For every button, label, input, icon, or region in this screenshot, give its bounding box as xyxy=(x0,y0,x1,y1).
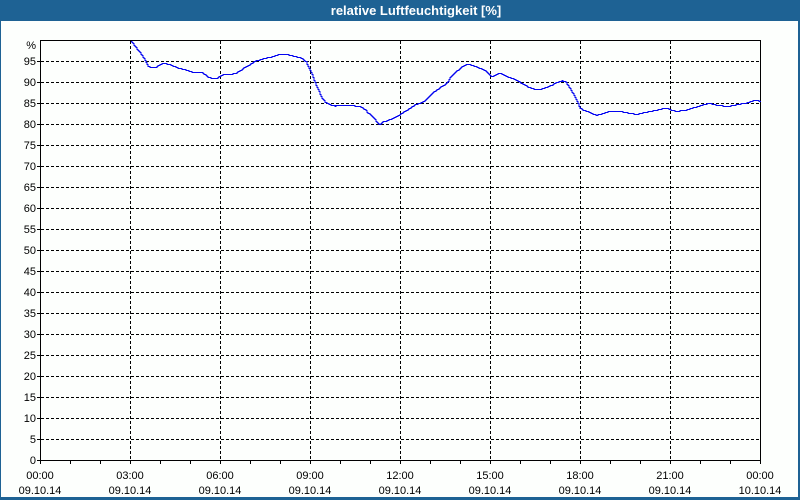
svg-text:21:00: 21:00 xyxy=(656,470,684,482)
svg-text:10: 10 xyxy=(24,413,36,425)
svg-text:09.10.14: 09.10.14 xyxy=(559,485,602,497)
svg-text:75: 75 xyxy=(24,140,36,152)
svg-text:10.10.14: 10.10.14 xyxy=(739,485,782,497)
svg-text:relative Luftfeuchtigkeit [%]: relative Luftfeuchtigkeit [%] xyxy=(331,3,501,18)
svg-text:00:00: 00:00 xyxy=(26,470,54,482)
svg-text:09.10.14: 09.10.14 xyxy=(199,485,242,497)
svg-text:25: 25 xyxy=(24,350,36,362)
svg-text:18:00: 18:00 xyxy=(566,470,594,482)
svg-text:40: 40 xyxy=(24,287,36,299)
svg-text:20: 20 xyxy=(24,371,36,383)
svg-text:12:00: 12:00 xyxy=(386,470,414,482)
svg-text:60: 60 xyxy=(24,203,36,215)
svg-text:85: 85 xyxy=(24,98,36,110)
svg-text:70: 70 xyxy=(24,161,36,173)
svg-text:03:00: 03:00 xyxy=(116,470,144,482)
svg-text:90: 90 xyxy=(24,77,36,89)
svg-text:45: 45 xyxy=(24,266,36,278)
svg-text:35: 35 xyxy=(24,308,36,320)
svg-text:09.10.14: 09.10.14 xyxy=(649,485,692,497)
svg-text:80: 80 xyxy=(24,119,36,131)
svg-text:65: 65 xyxy=(24,182,36,194)
svg-text:%: % xyxy=(26,40,36,52)
svg-text:15: 15 xyxy=(24,392,36,404)
svg-text:0: 0 xyxy=(30,455,36,467)
svg-text:09.10.14: 09.10.14 xyxy=(19,485,62,497)
svg-text:09.10.14: 09.10.14 xyxy=(109,485,152,497)
svg-text:09.10.14: 09.10.14 xyxy=(379,485,422,497)
svg-text:55: 55 xyxy=(24,224,36,236)
svg-text:09.10.14: 09.10.14 xyxy=(469,485,512,497)
svg-text:00:00: 00:00 xyxy=(746,470,774,482)
svg-text:15:00: 15:00 xyxy=(476,470,504,482)
svg-text:30: 30 xyxy=(24,329,36,341)
svg-text:50: 50 xyxy=(24,245,36,257)
svg-text:06:00: 06:00 xyxy=(206,470,234,482)
svg-text:09.10.14: 09.10.14 xyxy=(289,485,332,497)
svg-text:95: 95 xyxy=(24,56,36,68)
svg-text:09:00: 09:00 xyxy=(296,470,324,482)
svg-text:5: 5 xyxy=(30,434,36,446)
